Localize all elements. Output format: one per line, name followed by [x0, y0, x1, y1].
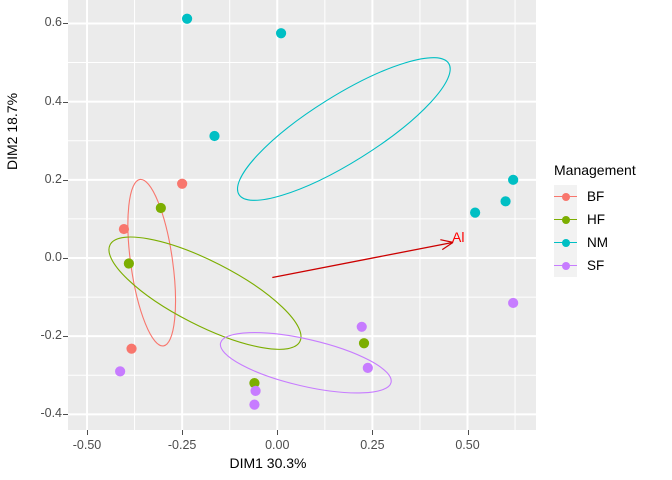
arrow-head — [441, 241, 454, 251]
legend-item-bf[interactable]: BF — [554, 185, 666, 208]
data-point[interactable] — [508, 297, 519, 309]
data-point[interactable] — [470, 207, 481, 218]
legend-key-dot — [561, 238, 570, 247]
x-tick-mark — [277, 430, 279, 435]
data-point[interactable] — [155, 202, 166, 214]
legend-items: BF HF NM SF — [554, 185, 666, 277]
data-point[interactable] — [356, 321, 367, 332]
data-point[interactable] — [249, 399, 260, 410]
confidence-ellipses — [108, 57, 451, 394]
y-tick-label: 0.0 — [44, 250, 62, 264]
data-point[interactable] — [362, 362, 373, 373]
y-tick-mark — [63, 101, 68, 103]
x-tick-mark — [372, 430, 374, 435]
data-point[interactable] — [177, 178, 188, 189]
legend-key-dot — [561, 215, 570, 224]
y-tick-mark — [63, 258, 68, 259]
data-point[interactable] — [275, 28, 287, 39]
plot-panel — [68, 0, 536, 430]
legend-key-bf — [554, 185, 577, 208]
series-nm — [181, 13, 519, 218]
ellipse-hf — [108, 236, 302, 350]
data-point[interactable] — [123, 258, 134, 269]
y-tick-label: -0.2 — [40, 328, 62, 343]
y-tick-label: -0.4 — [40, 406, 62, 421]
legend-item-label: HF — [587, 212, 605, 227]
legend-item-hf[interactable]: HF — [554, 208, 666, 231]
x-tick-label: -0.25 — [167, 438, 197, 452]
x-tick-label: 0.25 — [360, 438, 385, 452]
x-tick-label: -0.50 — [72, 438, 102, 452]
data-point[interactable] — [508, 174, 519, 185]
y-tick-label: 0.2 — [44, 171, 62, 186]
x-axis-title: DIM1 30.3% — [229, 455, 307, 471]
legend-key-nm — [554, 231, 577, 254]
arrow-annotation-label: Al — [452, 229, 465, 245]
data-point[interactable] — [209, 130, 220, 142]
y-tick-label: 0.4 — [44, 93, 62, 108]
data-point[interactable] — [500, 196, 511, 207]
arrow-head — [440, 239, 454, 243]
legend-item-sf[interactable]: SF — [554, 254, 666, 277]
x-tick-mark — [87, 430, 89, 435]
y-tick-mark — [63, 414, 68, 416]
x-tick-mark — [467, 430, 469, 435]
data-point[interactable] — [118, 223, 130, 235]
y-tick-mark — [63, 23, 68, 25]
y-axis-title: DIM2 18.7% — [4, 92, 20, 170]
y-axis-title-label: DIM2 18.7% — [4, 92, 20, 170]
plot-canvas — [68, 0, 536, 430]
legend-key-sf — [554, 254, 577, 277]
arrow-shaft — [272, 241, 454, 279]
series-sf — [115, 297, 519, 410]
legend-item-label: SF — [587, 258, 605, 273]
legend-key-dot — [561, 192, 570, 201]
y-tick-label: 0.6 — [44, 15, 62, 30]
legend-key-hf — [554, 208, 577, 231]
data-point[interactable] — [250, 385, 261, 397]
x-tick-mark — [182, 430, 184, 435]
data-point[interactable] — [358, 338, 370, 349]
series-bf — [118, 178, 188, 354]
x-tick-label: 0.50 — [455, 438, 480, 452]
data-point[interactable] — [126, 343, 137, 354]
y-tick-mark — [63, 179, 68, 181]
data-points — [115, 13, 519, 410]
legend: Management BF HF NM SF — [554, 162, 666, 277]
series-hf — [123, 202, 370, 389]
ellipse-sf — [219, 332, 392, 394]
data-point[interactable] — [181, 13, 193, 24]
y-tick-mark — [63, 336, 68, 338]
legend-title: Management — [554, 162, 636, 178]
legend-item-label: BF — [587, 189, 605, 204]
data-point[interactable] — [115, 366, 126, 377]
data-point[interactable] — [249, 377, 260, 389]
x-tick-label: 0.00 — [265, 438, 290, 452]
ellipse-nm — [236, 57, 451, 201]
gridlines — [68, 0, 536, 430]
legend-item-nm[interactable]: NM — [554, 231, 666, 254]
arrow-annotations — [272, 239, 454, 279]
legend-key-dot — [561, 261, 570, 270]
legend-item-label: NM — [587, 235, 608, 250]
